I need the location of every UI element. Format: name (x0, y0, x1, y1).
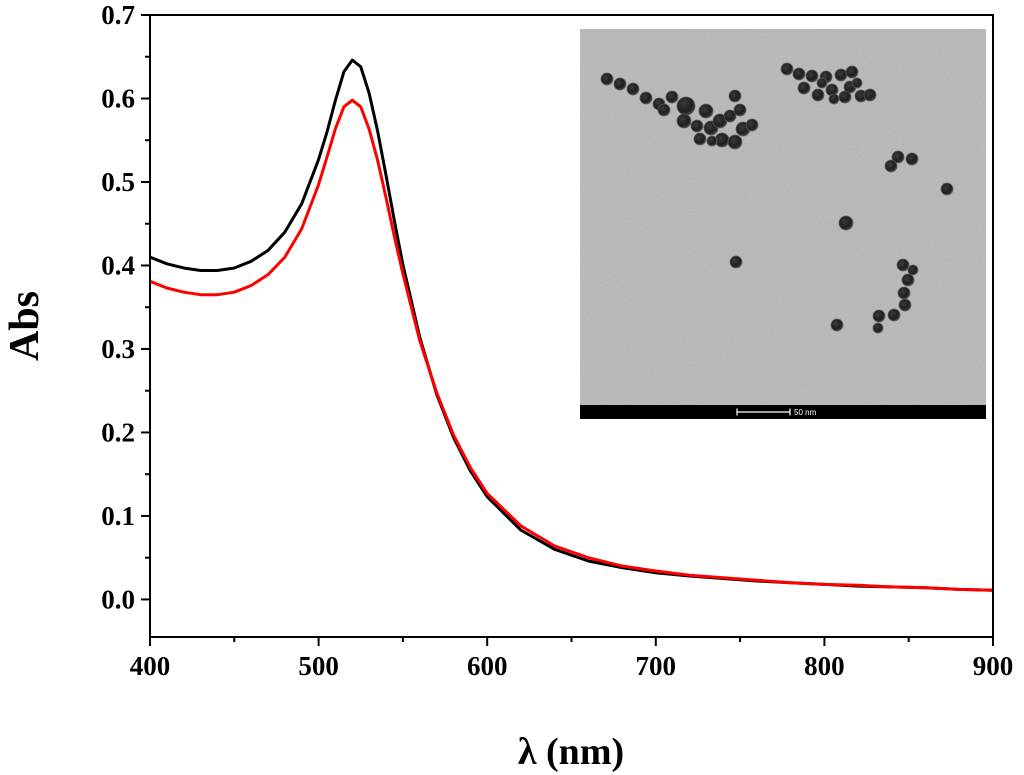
y-axis-label: Abs (2, 291, 48, 361)
nanoparticle (896, 258, 910, 272)
scale-bar-icon (736, 408, 791, 416)
nanoparticle (657, 103, 671, 117)
nanoparticle (907, 264, 919, 276)
nanoparticle (805, 69, 819, 83)
nanoparticle (626, 82, 640, 96)
nanoparticle (863, 88, 877, 102)
nanoparticle (698, 103, 714, 119)
nanoparticle (665, 90, 679, 104)
nanoparticle (887, 308, 901, 322)
nanoparticle (816, 77, 828, 89)
nanoparticle (780, 62, 794, 76)
nanoparticle (838, 215, 854, 231)
y-tick-label: 0.2 (101, 417, 135, 447)
y-tick-label: 0.7 (101, 0, 135, 30)
nanoparticle (792, 67, 806, 81)
x-axis-label: λ (nm) (518, 731, 624, 773)
x-tick-label: 500 (298, 651, 339, 681)
nanoparticle (733, 103, 747, 117)
nanoparticle (613, 77, 627, 91)
y-tick-label: 0.4 (101, 250, 135, 280)
nanoparticle (676, 96, 696, 116)
scale-bar-label: 50 nm (794, 408, 817, 417)
y-tick-label: 0.5 (101, 167, 135, 197)
nanoparticle (872, 322, 884, 334)
nanoparticle (845, 65, 859, 79)
y-tick-label: 0.0 (101, 584, 135, 614)
y-tick-label: 0.6 (101, 83, 135, 113)
nanoparticle (828, 93, 840, 105)
nanoparticle (639, 91, 653, 105)
tem-inset-image: 50 nm (580, 29, 986, 419)
nanoparticle (838, 90, 852, 104)
nanoparticle (706, 135, 718, 147)
nanoparticle (745, 118, 759, 132)
nanoparticle (830, 318, 844, 332)
nanoparticle (723, 109, 737, 123)
nanoparticle (728, 89, 742, 103)
nanoparticle (872, 309, 886, 323)
nanoparticle (897, 286, 911, 300)
x-tick-label: 900 (973, 651, 1014, 681)
nanoparticle (905, 152, 919, 166)
x-tick-label: 700 (636, 651, 677, 681)
nanoparticle (884, 159, 898, 173)
x-tick-label: 800 (804, 651, 845, 681)
nanoparticle (600, 72, 614, 86)
x-tick-label: 600 (467, 651, 508, 681)
nanoparticle (676, 113, 692, 129)
nanoparticle (690, 119, 704, 133)
nanoparticles (600, 62, 954, 334)
y-tick-label: 0.3 (101, 334, 135, 364)
nanoparticle (898, 298, 912, 312)
nanoparticle (693, 132, 707, 146)
nanoparticle (727, 134, 743, 150)
nanoparticle (891, 150, 905, 164)
axis-ticks: 400 500 600 700 800 900 0.0 0.1 0.2 0.3 0.4 0.5 0.6 0… (101, 0, 1013, 681)
x-tick-label: 400 (130, 651, 171, 681)
nanoparticle (811, 88, 825, 102)
nanoparticle (940, 182, 954, 196)
nanoparticle (851, 77, 863, 89)
series-line-red (149, 98, 994, 592)
nanoparticle (797, 81, 811, 95)
series-layer (149, 58, 994, 592)
y-tick-label: 0.1 (101, 501, 135, 531)
nanoparticle (901, 273, 915, 287)
nanoparticle (729, 255, 743, 269)
nanoparticle (834, 68, 848, 82)
